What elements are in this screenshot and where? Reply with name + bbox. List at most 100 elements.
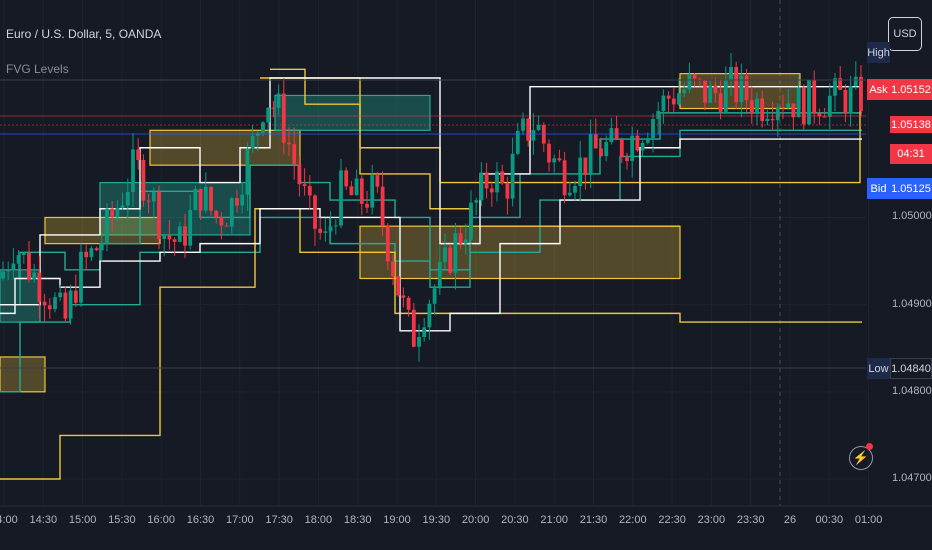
candle-body bbox=[463, 239, 468, 244]
candle-down bbox=[703, 79, 707, 111]
candle-body bbox=[214, 210, 219, 218]
range-boundary-white bbox=[0, 77, 861, 306]
time-tick-label: 23:30 bbox=[736, 514, 765, 526]
candle-body bbox=[671, 98, 676, 105]
candle-up bbox=[687, 62, 692, 93]
candle-body bbox=[547, 143, 551, 163]
time-tick-label: 19:30 bbox=[422, 514, 451, 526]
candle-body bbox=[297, 164, 302, 185]
candle-down bbox=[718, 79, 723, 120]
candle-body bbox=[209, 187, 213, 211]
candle-down bbox=[235, 189, 239, 213]
candle-up bbox=[567, 181, 572, 197]
candle-body bbox=[349, 186, 354, 196]
candle-body bbox=[89, 248, 94, 258]
candle-down bbox=[287, 126, 291, 157]
time-tick-label: 26 bbox=[783, 514, 797, 526]
candle-up bbox=[203, 172, 208, 214]
candle-body bbox=[406, 297, 411, 310]
candle-body bbox=[141, 159, 146, 201]
candle-body bbox=[21, 252, 26, 256]
candle-body bbox=[692, 74, 697, 79]
candle-up bbox=[479, 161, 484, 207]
time-tick-label: 21:00 bbox=[540, 514, 568, 526]
candle-up bbox=[188, 194, 193, 250]
candle-body bbox=[120, 205, 125, 208]
candle-body bbox=[281, 93, 286, 143]
candle-down bbox=[359, 175, 364, 216]
candle-up bbox=[578, 140, 583, 202]
candle-down bbox=[219, 212, 224, 240]
candle-body bbox=[567, 192, 572, 196]
candle-body bbox=[848, 85, 853, 114]
indicator-name[interactable]: FVG Levels bbox=[6, 62, 69, 76]
candle-body bbox=[801, 87, 806, 125]
candle-up bbox=[463, 223, 468, 255]
candle-down bbox=[198, 188, 203, 220]
candle-body bbox=[552, 158, 557, 163]
candle-body bbox=[838, 78, 843, 90]
candle-down bbox=[271, 101, 276, 118]
symbol-title[interactable]: Euro / U.S. Dollar, 5, OANDA bbox=[6, 27, 162, 41]
candle-down bbox=[744, 68, 749, 114]
candle-up bbox=[131, 133, 135, 207]
candle-body bbox=[760, 98, 765, 121]
candle-body bbox=[531, 130, 536, 141]
candle-body bbox=[27, 252, 31, 280]
candle-body bbox=[42, 301, 47, 306]
candle-up bbox=[53, 292, 57, 313]
candle-body bbox=[422, 327, 427, 337]
candle-down bbox=[63, 286, 68, 322]
candle-up bbox=[604, 135, 609, 162]
candle-body bbox=[807, 80, 811, 125]
candle-body bbox=[656, 110, 661, 120]
candle-down bbox=[209, 186, 213, 216]
time-tick-label: 20:30 bbox=[501, 514, 529, 526]
candle-up bbox=[79, 243, 83, 307]
candle-body bbox=[827, 95, 832, 117]
candle-up bbox=[437, 245, 442, 295]
candle-down bbox=[406, 295, 411, 317]
candle-body bbox=[63, 292, 68, 319]
candle-body bbox=[651, 119, 655, 139]
candle-down bbox=[583, 157, 588, 190]
candle-up bbox=[796, 76, 801, 118]
candle-body bbox=[599, 148, 603, 157]
candle-body bbox=[203, 187, 208, 211]
candle-up bbox=[739, 63, 744, 118]
currency-button[interactable]: USD bbox=[888, 17, 922, 51]
candle-body bbox=[229, 198, 234, 227]
candle-up bbox=[515, 123, 520, 156]
candle-down bbox=[448, 243, 453, 276]
candle-body bbox=[573, 186, 577, 193]
price-tick-label: 1.04900 bbox=[892, 297, 932, 310]
candle-down bbox=[801, 84, 806, 130]
candle-down bbox=[84, 244, 89, 271]
candle-body bbox=[47, 305, 52, 310]
candle-down bbox=[37, 256, 42, 319]
candle-body bbox=[697, 78, 702, 80]
candle-down bbox=[671, 87, 676, 112]
candle-up bbox=[775, 103, 780, 137]
candle-down bbox=[635, 129, 640, 152]
candle-up bbox=[1, 261, 5, 281]
candle-up bbox=[177, 221, 182, 243]
candle-body bbox=[682, 89, 687, 94]
candle-down bbox=[411, 302, 416, 348]
candle-body bbox=[73, 290, 78, 303]
candle-body bbox=[6, 269, 11, 272]
candle-body bbox=[151, 192, 156, 202]
candle-body bbox=[339, 170, 343, 226]
candle-body bbox=[110, 208, 115, 218]
candle-body bbox=[32, 272, 37, 280]
candle-body bbox=[146, 200, 151, 202]
time-tick-label: 17:30 bbox=[265, 514, 293, 526]
candle-down bbox=[619, 137, 624, 163]
lightning-icon[interactable]: ⚡ bbox=[849, 446, 873, 470]
candle-up bbox=[333, 219, 338, 235]
time-tick-label: 01:00 bbox=[854, 514, 883, 526]
candle-body bbox=[786, 103, 791, 109]
candle-body bbox=[115, 207, 120, 218]
candle-up bbox=[193, 186, 198, 211]
